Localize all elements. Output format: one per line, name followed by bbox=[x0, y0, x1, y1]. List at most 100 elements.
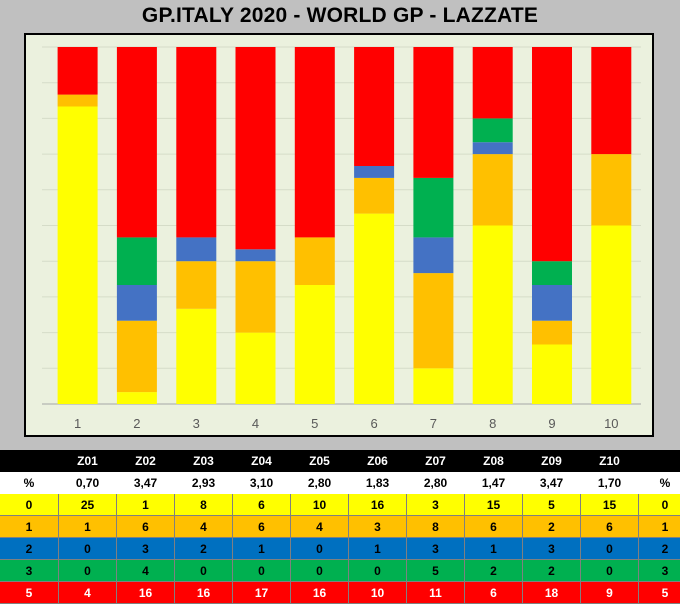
table-cell: 0 bbox=[581, 560, 639, 582]
table-cell: 3 bbox=[523, 538, 581, 560]
bar-segment-level-5-col-10 bbox=[591, 47, 631, 154]
bar-segment-level-0-col-5 bbox=[295, 285, 335, 404]
percent-cell: 2,93 bbox=[175, 472, 233, 494]
x-tick-label: 2 bbox=[133, 416, 140, 431]
table-cell: 15 bbox=[581, 494, 639, 516]
bar-segment-level-0-col-10 bbox=[591, 226, 631, 405]
bar-segment-level-1-col-9 bbox=[532, 321, 572, 345]
column-header: Z08 bbox=[465, 450, 523, 472]
table-cell: 6 bbox=[465, 582, 523, 604]
bar-segment-level-5-col-6 bbox=[354, 47, 394, 166]
percent-cell: 1,47 bbox=[465, 472, 523, 494]
bar-segment-level-1-col-3 bbox=[176, 261, 216, 309]
bar-segment-level-0-col-8 bbox=[473, 226, 513, 405]
bar-segment-level-1-col-5 bbox=[295, 237, 335, 285]
bar-segment-level-3-col-9 bbox=[532, 261, 572, 285]
table-cell: 6 bbox=[233, 494, 291, 516]
percent-cell: 2,80 bbox=[407, 472, 465, 494]
column-header: Z02 bbox=[117, 450, 175, 472]
table-cell: 6 bbox=[117, 516, 175, 538]
row-label: 3 bbox=[0, 560, 59, 582]
table-cell: 1 bbox=[59, 516, 117, 538]
table-cell: 2 bbox=[523, 560, 581, 582]
chart-title: GP.ITALY 2020 - WORLD GP - LAZZATE bbox=[0, 4, 680, 28]
bar-segment-level-5-col-9 bbox=[532, 47, 572, 261]
bar-segment-level-1-col-8 bbox=[473, 154, 513, 225]
table-cell: 0 bbox=[59, 560, 117, 582]
table-cell: 4 bbox=[291, 516, 349, 538]
percent-cell: 1,83 bbox=[349, 472, 407, 494]
table-cell: 3 bbox=[349, 516, 407, 538]
table-cell: 16 bbox=[291, 582, 349, 604]
table-cell: 3 bbox=[117, 538, 175, 560]
x-tick-label: 4 bbox=[252, 416, 259, 431]
bar-segment-level-5-col-4 bbox=[236, 47, 276, 249]
row-label-right: % bbox=[639, 472, 680, 494]
bar-segment-level-1-col-4 bbox=[236, 261, 276, 332]
bar-segment-level-5-col-1 bbox=[58, 47, 98, 95]
row-label: 2 bbox=[0, 538, 59, 560]
table-cell: 11 bbox=[407, 582, 465, 604]
table-cell: 2 bbox=[523, 516, 581, 538]
table-cell: 15 bbox=[465, 494, 523, 516]
bar-segment-level-2-col-7 bbox=[413, 237, 453, 273]
row-label: 0 bbox=[0, 494, 59, 516]
table-cell: 0 bbox=[291, 560, 349, 582]
row-label: 5 bbox=[0, 582, 59, 604]
bar-segment-level-1-col-1 bbox=[58, 95, 98, 107]
bar-segment-level-5-col-2 bbox=[117, 47, 157, 237]
row-label-right: 1 bbox=[639, 516, 680, 538]
row-label-right: 0 bbox=[639, 494, 680, 516]
x-tick-label: 8 bbox=[489, 416, 496, 431]
table-cell: 9 bbox=[581, 582, 639, 604]
column-header bbox=[639, 450, 680, 472]
table-cell: 5 bbox=[407, 560, 465, 582]
bar-segment-level-5-col-5 bbox=[295, 47, 335, 237]
bar-segment-level-0-col-1 bbox=[58, 107, 98, 405]
table-cell: 6 bbox=[465, 516, 523, 538]
x-tick-label: 5 bbox=[311, 416, 318, 431]
table-cell: 10 bbox=[291, 494, 349, 516]
bar-segment-level-0-col-2 bbox=[117, 392, 157, 404]
column-header: Z05 bbox=[291, 450, 349, 472]
row-label-right: 5 bbox=[639, 582, 680, 604]
table-cell: 2 bbox=[465, 560, 523, 582]
table-cell: 25 bbox=[59, 494, 117, 516]
bar-segment-level-1-col-2 bbox=[117, 321, 157, 392]
table-cell: 10 bbox=[349, 582, 407, 604]
table-cell: 16 bbox=[175, 582, 233, 604]
table-cell: 6 bbox=[233, 516, 291, 538]
bar-segment-level-1-col-7 bbox=[413, 273, 453, 368]
table-cell: 1 bbox=[233, 538, 291, 560]
table-cell: 18 bbox=[523, 582, 581, 604]
bar-segment-level-5-col-8 bbox=[473, 47, 513, 118]
table-cell: 0 bbox=[581, 538, 639, 560]
table-cell: 0 bbox=[59, 538, 117, 560]
bar-segment-level-1-col-10 bbox=[591, 154, 631, 225]
column-header bbox=[0, 450, 59, 472]
table-cell: 6 bbox=[581, 516, 639, 538]
table-cell: 1 bbox=[349, 538, 407, 560]
table-cell: 3 bbox=[407, 538, 465, 560]
table-cell: 0 bbox=[291, 538, 349, 560]
column-header: Z06 bbox=[349, 450, 407, 472]
bar-segment-level-0-col-9 bbox=[532, 345, 572, 405]
table-cell: 8 bbox=[407, 516, 465, 538]
column-header: Z01 bbox=[59, 450, 117, 472]
row-label: 1 bbox=[0, 516, 59, 538]
table-cell: 17 bbox=[233, 582, 291, 604]
table-cell: 3 bbox=[407, 494, 465, 516]
x-tick-label: 9 bbox=[548, 416, 555, 431]
x-tick-label: 10 bbox=[604, 416, 618, 431]
bar-segment-level-2-col-8 bbox=[473, 142, 513, 154]
table-cell: 16 bbox=[349, 494, 407, 516]
column-header: Z03 bbox=[175, 450, 233, 472]
bar-segment-level-2-col-6 bbox=[354, 166, 394, 178]
